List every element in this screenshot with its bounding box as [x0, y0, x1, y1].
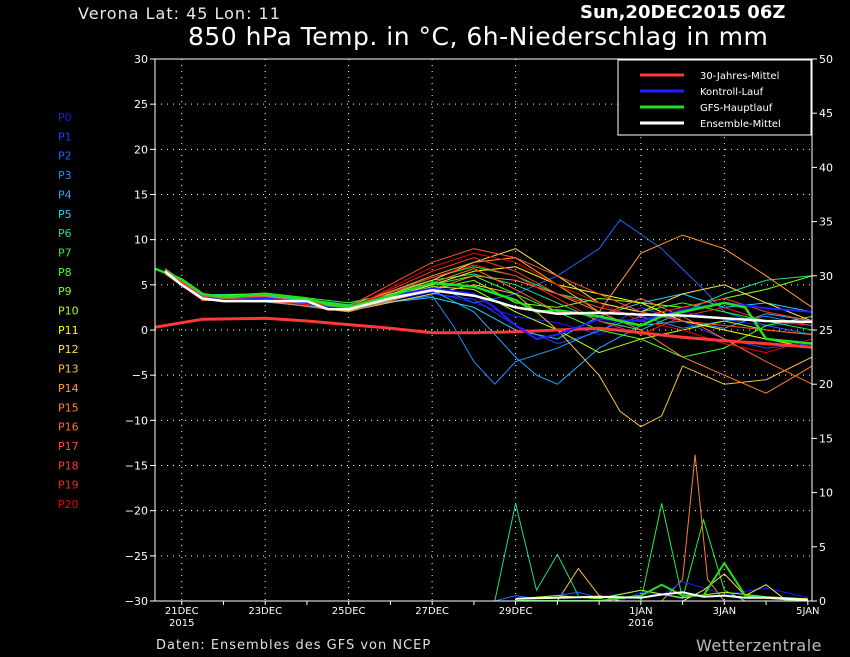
x-tick-year: 2015 — [169, 618, 194, 629]
y-axis-left: 30 25 20 15 10 5 0 −5 −10 −15 −20 −25 −30 — [125, 53, 155, 608]
chart-title: 850 hPa Temp. in °C, 6h-Niederschlag in … — [188, 22, 769, 51]
y-left-tick-label: 5 — [141, 279, 148, 292]
y-left-tick-label: 10 — [134, 234, 148, 247]
member-label-p16: P16 — [58, 421, 79, 434]
grid — [155, 59, 812, 601]
member-precip-line-1 — [640, 503, 746, 601]
y-right-tick-label: 40 — [819, 161, 833, 174]
y-left-tick-label: −20 — [125, 505, 148, 518]
y-left-tick-label: −5 — [132, 369, 148, 382]
member-label-p6: P6 — [58, 227, 72, 240]
legend-entry-label: Kontroll-Lauf — [700, 87, 764, 98]
y-left-tick-label: 30 — [134, 53, 148, 66]
x-tick-label: 21DEC — [165, 606, 199, 617]
member-label-p10: P10 — [58, 305, 79, 318]
y-left-tick-label: 0 — [141, 324, 148, 337]
y-right-tick-label: 20 — [819, 378, 833, 391]
y-right-tick-label: 0 — [819, 595, 826, 608]
x-tick-label: 5JAN — [796, 606, 819, 617]
brand-label: Wetterzentrale — [696, 636, 823, 655]
gfs-main-run-line — [155, 267, 812, 345]
member-lines — [164, 219, 812, 428]
y-right-tick-label: 15 — [819, 432, 833, 445]
model-run-label: Sun,20DEC2015 06Z — [580, 2, 786, 23]
legend-entry-label: GFS-Hauptlauf — [700, 103, 773, 114]
legend-entry-label: 30-Jahres-Mittel — [700, 71, 779, 82]
ensemble-mean-precip-line — [515, 591, 808, 601]
y-right-tick-label: 45 — [819, 107, 833, 120]
member-label-p13: P13 — [58, 363, 79, 376]
member-label-p7: P7 — [58, 246, 72, 259]
x-tick-label: 3JAN — [713, 606, 736, 617]
y-left-tick-label: −25 — [125, 550, 148, 563]
legend: 30-Jahres-Mittel Kontroll-Lauf GFS-Hauptla… — [617, 59, 812, 136]
member-label-p4: P4 — [58, 188, 72, 201]
y-left-tick-label: −15 — [125, 460, 148, 473]
member-temp-line-18 — [164, 257, 812, 322]
climate-mean-line — [155, 316, 812, 349]
x-tick-label: 23DEC — [248, 606, 282, 617]
x-tick-label: 27DEC — [415, 606, 449, 617]
member-labels: P0 P1 P2 P3 P4 P5 P6 P7 P8 P9 P10 P11 P12 P13 P14 P15 P1… — [58, 111, 79, 511]
gfs-main-precip-line — [515, 561, 808, 601]
member-label-p20: P20 — [58, 498, 79, 511]
y-right-tick-label: 30 — [819, 270, 833, 283]
plot-frame — [154, 58, 813, 602]
member-label-p14: P14 — [58, 382, 79, 395]
location-label: Verona Lat: 45 Lon: 11 — [78, 4, 281, 23]
member-label-p12: P12 — [58, 343, 79, 356]
member-label-p11: P11 — [58, 324, 79, 337]
y-right-tick-label: 25 — [819, 324, 833, 337]
main-lines — [155, 267, 812, 601]
legend-entry-label: Ensemble-Mittel — [700, 119, 781, 130]
y-left-tick-label: −10 — [125, 414, 148, 427]
member-label-p3: P3 — [58, 169, 72, 182]
member-label-p2: P2 — [58, 150, 72, 163]
member-label-p8: P8 — [58, 266, 72, 279]
member-label-p1: P1 — [58, 130, 72, 143]
member-label-p5: P5 — [58, 208, 72, 221]
member-precip-line-0 — [494, 503, 579, 601]
member-label-p15: P15 — [58, 401, 79, 414]
member-label-p18: P18 — [58, 459, 79, 472]
x-tick-label: 29DEC — [499, 606, 533, 617]
y-right-tick-label: 35 — [819, 216, 833, 229]
y-left-tick-label: −30 — [125, 595, 148, 608]
data-source: Daten: Ensembles des GFS von NCEP — [156, 638, 432, 653]
precip-lines — [494, 454, 808, 601]
member-label-p19: P19 — [58, 479, 79, 492]
y-right-tick-label: 50 — [819, 53, 833, 66]
y-left-tick-label: 15 — [134, 189, 148, 202]
member-precip-line-3 — [556, 567, 621, 601]
x-tick-year: 2016 — [628, 618, 653, 629]
y-left-tick-label: 25 — [134, 98, 148, 111]
member-label-p17: P17 — [58, 440, 79, 453]
y-left-tick-label: 20 — [134, 143, 148, 156]
y-right-tick-label: 10 — [819, 487, 833, 500]
y-right-tick-label: 5 — [819, 541, 826, 554]
x-tick-label: 25DEC — [332, 606, 366, 617]
member-precip-line-5 — [619, 580, 808, 601]
member-label-p0: P0 — [58, 111, 72, 124]
member-label-p9: P9 — [58, 285, 72, 298]
member-temp-line-8 — [164, 269, 812, 358]
member-precip-line-7 — [682, 573, 788, 601]
member-temp-line-17 — [164, 248, 812, 335]
x-tick-label: 1JAN — [629, 606, 652, 617]
ensemble-mean-line — [164, 270, 812, 324]
